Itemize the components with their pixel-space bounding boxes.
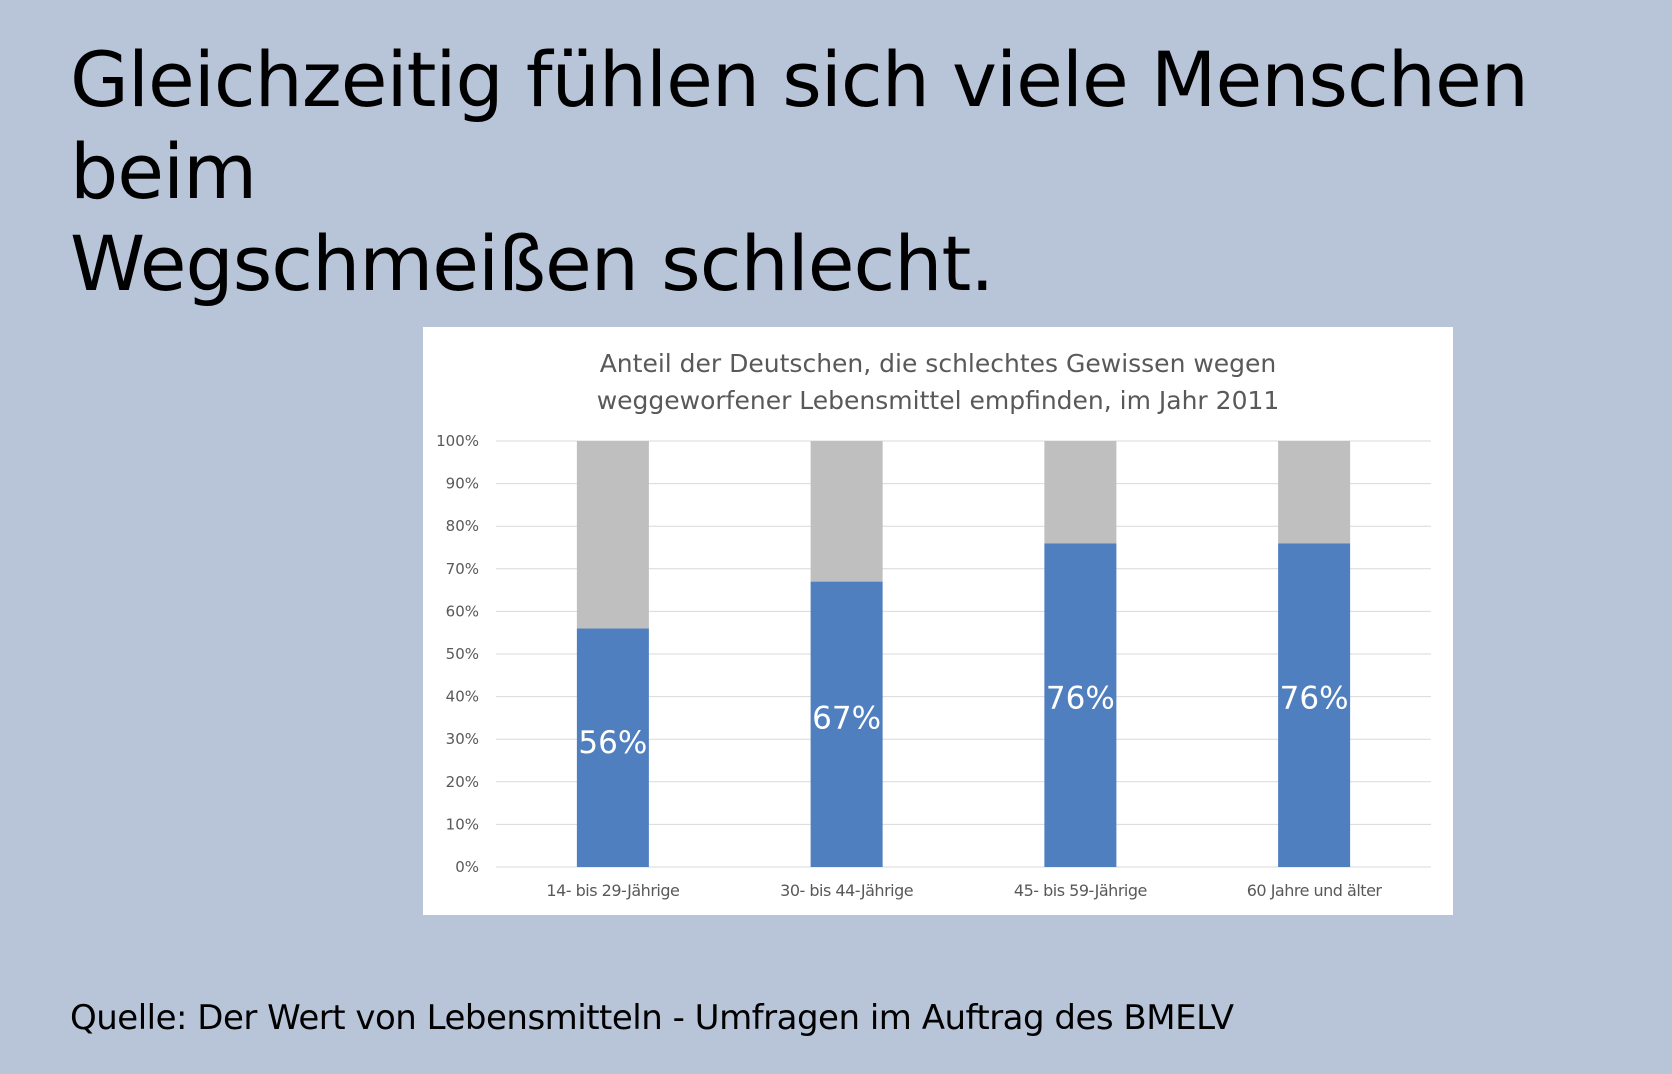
y-tick-label-7: 70%: [446, 560, 479, 578]
bar-ja-1: [810, 581, 883, 867]
slide-title: Gleichzeitig fühlen sich viele Menschen …: [70, 34, 1650, 310]
source-citation: Quelle: Der Wert von Lebensmitteln - Umf…: [70, 998, 1234, 1038]
chart-container: Anteil der Deutschen, die schlechtes Gew…: [423, 327, 1453, 915]
slide-title-line-1: Gleichzeitig fühlen sich viele Menschen …: [70, 35, 1529, 216]
bar-nein-1: [810, 441, 883, 582]
x-tick-label-1: 30- bis 44-Jährige: [780, 881, 913, 900]
y-tick-label-10: 100%: [436, 432, 479, 450]
y-tick-label-1: 10%: [446, 815, 479, 833]
bar-ja-2: [1044, 543, 1117, 867]
chart-title-line-1: Anteil der Deutschen, die schlechtes Gew…: [599, 349, 1277, 378]
data-label-1: 67%: [812, 701, 881, 737]
data-label-3: 76%: [1280, 681, 1349, 717]
y-tick-label-4: 40%: [446, 688, 479, 706]
data-label-0: 56%: [578, 725, 647, 761]
y-tick-label-6: 60%: [446, 602, 479, 620]
slide-title-line-2: Wegschmeißen schlecht.: [70, 219, 994, 308]
bar-ja-0: [576, 628, 649, 867]
y-tick-label-9: 90%: [446, 475, 479, 493]
y-tick-label-3: 30%: [446, 730, 479, 748]
bar-nein-2: [1044, 441, 1117, 544]
data-label-2: 76%: [1046, 681, 1115, 717]
x-tick-label-0: 14- bis 29-Jährige: [546, 881, 679, 900]
bar-ja-3: [1278, 543, 1351, 867]
y-tick-label-8: 80%: [446, 517, 479, 535]
chart-title-line-2: weggeworfener Lebensmittel empfinden, im…: [596, 386, 1280, 415]
y-tick-label-0: 0%: [455, 858, 479, 876]
stacked-bar-chart: 0% 10% 20% 30% 40% 50% 60% 70% 80% 90% 100% 56% 14- …: [436, 432, 1431, 900]
y-tick-label-5: 50%: [446, 645, 479, 663]
y-tick-label-2: 20%: [446, 773, 479, 791]
chart-title: Anteil der Deutschen, die schlechtes Gew…: [423, 345, 1453, 419]
x-tick-label-3: 60 Jahre und älter: [1247, 881, 1383, 900]
bar-nein-3: [1278, 441, 1351, 544]
bar-nein-0: [576, 441, 649, 629]
x-tick-label-2: 45- bis 59-Jährige: [1014, 881, 1147, 900]
